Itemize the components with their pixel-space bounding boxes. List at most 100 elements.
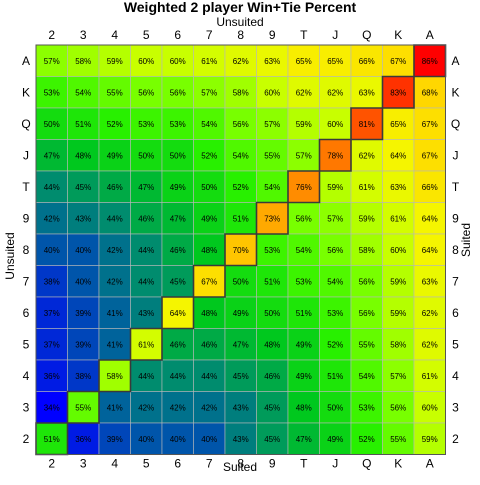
cells-layer [35,44,446,455]
cell-value-label: 40% [170,435,186,444]
heatmap-cell [67,76,100,109]
cell-value-label: 42% [107,246,123,255]
heatmap-cell [98,391,131,424]
plot-border [35,44,446,455]
heatmap-cell-pair [193,265,226,298]
cell-value-label: 45% [170,277,186,286]
cell-value-label: 49% [201,214,217,223]
cell-value-label: 38% [44,277,60,286]
cell-value-label: 43% [233,435,249,444]
heatmap-cell [161,328,194,361]
cell-value-label: 43% [75,214,91,223]
cell-value-label: 50% [44,120,60,129]
heatmap-cell [224,328,257,361]
cell-value-label: 67% [390,57,406,66]
cell-value-label: 46% [264,372,280,381]
cell-value-label: 65% [296,57,312,66]
cell-value-label: 42% [44,214,60,223]
right-tick-label: T [452,180,460,194]
left-tick-label: 3 [23,400,30,414]
bottom-tick-label: 6 [174,457,181,471]
cell-value-label: 59% [296,120,312,129]
cell-value-label: 62% [296,88,312,97]
left-tick-label: 9 [23,211,30,225]
cell-value-label: 59% [107,57,123,66]
cell-value-label: 57% [201,88,217,97]
cell-value-label: 57% [44,57,60,66]
cell-value-label: 46% [107,183,123,192]
heatmap-cell [193,422,226,455]
heatmap-cell [67,328,100,361]
heatmap-cell [382,328,415,361]
cell-value-label: 57% [264,120,280,129]
cell-value-label: 52% [233,183,249,192]
heatmap-cell [35,359,68,392]
cell-value-label: 62% [233,57,249,66]
right-axis-title: Suited [459,223,473,257]
heatmap-cell [319,296,352,329]
cell-value-label: 62% [327,88,343,97]
cell-value-label: 55% [264,151,280,160]
heatmap-cell [35,170,68,203]
heatmap-cell [67,139,100,172]
heatmap-cell [161,139,194,172]
cell-value-label: 50% [138,151,154,160]
heatmap-cell [98,107,131,140]
cell-value-label: 52% [327,340,343,349]
left-tick-label: 2 [23,432,30,446]
cell-value-label: 56% [359,309,375,318]
heatmap-cell [382,139,415,172]
cell-value-label: 55% [75,403,91,412]
cell-value-label: 41% [107,340,123,349]
cell-value-label: 44% [44,183,60,192]
cell-value-label: 53% [296,277,312,286]
cell-value-label: 65% [390,120,406,129]
cell-value-label: 40% [75,246,91,255]
heatmap-cell-pair [98,359,131,392]
cell-value-label: 66% [422,183,438,192]
heatmap-cell [224,202,257,235]
chart-title: Weighted 2 player Win+Tie Percent [124,0,357,15]
heatmap-cell [287,139,320,172]
heatmap-cell [193,170,226,203]
heatmap-cell [161,107,194,140]
cell-value-label: 53% [264,246,280,255]
heatmap-cell [350,202,383,235]
cell-value-label: 48% [296,403,312,412]
heatmap-cell [382,170,415,203]
heatmap-cell [130,296,163,329]
cell-value-label: 61% [390,214,406,223]
cell-value-label: 60% [264,88,280,97]
left-tick-label: 5 [23,337,30,351]
cell-value-label: 41% [107,403,123,412]
heatmap-cell [67,233,100,266]
cell-value-label: 51% [233,214,249,223]
heatmap-cell [287,265,320,298]
top-tick-label: 3 [80,28,87,42]
heatmap-cell [382,44,415,77]
top-tick-label: A [426,28,434,42]
cell-value-label: 39% [107,435,123,444]
cell-value-label: 42% [170,403,186,412]
top-tick-label: 2 [48,28,55,42]
cell-value-label: 48% [75,151,91,160]
heatmap-cell [287,44,320,77]
cell-value-label: 59% [359,214,375,223]
heatmap-cell [413,170,446,203]
cell-value-label: 46% [170,340,186,349]
heatmap-cell [319,359,352,392]
top-tick-label: 8 [237,28,244,42]
cell-value-label: 61% [422,372,438,381]
top-tick-label: J [332,28,338,42]
heatmap-cell [256,107,289,140]
cell-value-label: 36% [75,435,91,444]
cell-value-label: 83% [390,88,406,97]
heatmap-cell [319,328,352,361]
cell-value-label: 65% [327,57,343,66]
cell-value-label: 64% [170,309,186,318]
cell-value-label: 40% [75,277,91,286]
cell-value-label: 51% [327,372,343,381]
cell-value-label: 37% [44,309,60,318]
heatmap-cell [382,422,415,455]
cell-value-label: 73% [264,214,280,223]
